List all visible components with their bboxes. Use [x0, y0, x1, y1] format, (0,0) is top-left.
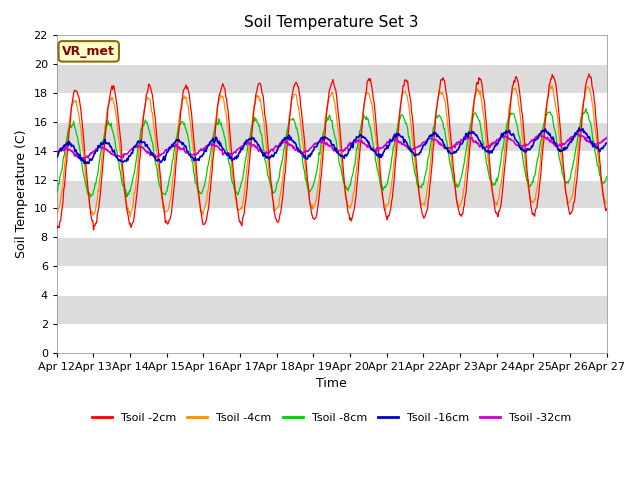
Legend: Tsoil -2cm, Tsoil -4cm, Tsoil -8cm, Tsoil -16cm, Tsoil -32cm: Tsoil -2cm, Tsoil -4cm, Tsoil -8cm, Tsoi… [88, 409, 575, 428]
Bar [57, 151, 607, 180]
Bar [57, 93, 607, 122]
Title: Soil Temperature Set 3: Soil Temperature Set 3 [244, 15, 419, 30]
Bar [57, 237, 607, 266]
X-axis label: Time: Time [316, 377, 347, 390]
Bar [57, 266, 607, 295]
Y-axis label: Soil Temperature (C): Soil Temperature (C) [15, 130, 28, 258]
Bar [57, 180, 607, 208]
Bar [57, 64, 607, 93]
Bar [57, 208, 607, 237]
Bar [57, 295, 607, 324]
Bar [57, 324, 607, 353]
Bar [57, 122, 607, 151]
Bar [57, 36, 607, 64]
Text: VR_met: VR_met [62, 45, 115, 58]
